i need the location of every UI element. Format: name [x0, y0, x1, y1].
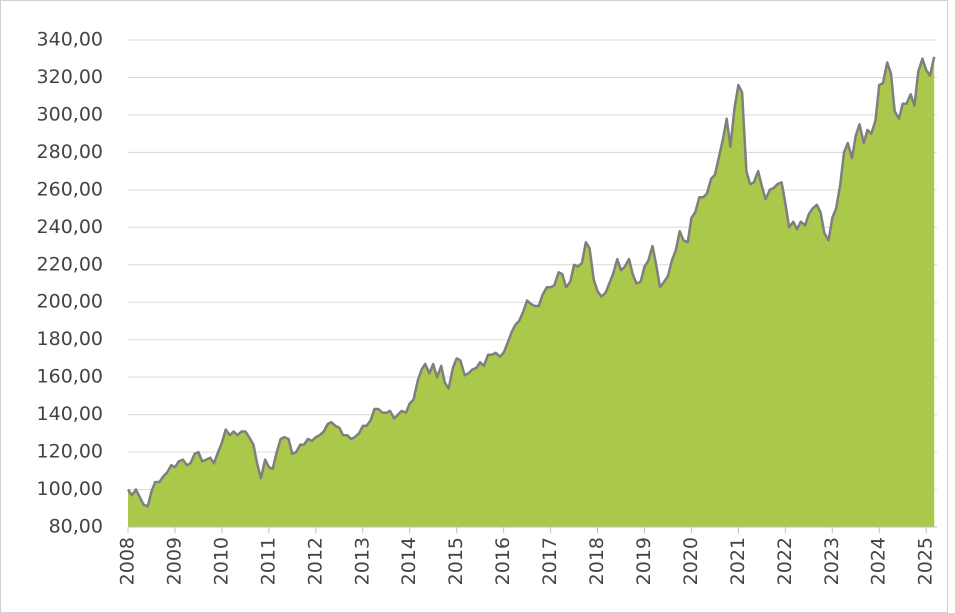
x-tick-label: 2014	[398, 537, 420, 585]
y-tick-label: 280,00	[37, 141, 103, 163]
x-tick-label: 2020	[680, 537, 702, 585]
x-tick-label: 2011	[257, 537, 279, 585]
y-tick-label: 100,00	[37, 478, 103, 500]
y-tick-label: 240,00	[37, 216, 103, 238]
y-tick-label: 80,00	[49, 516, 103, 538]
x-tick-label: 2012	[304, 537, 326, 585]
x-tick-label: 2022	[774, 537, 796, 585]
y-tick-label: 220,00	[37, 253, 103, 275]
x-tick-label: 2016	[492, 537, 514, 585]
y-tick-label: 260,00	[37, 178, 103, 200]
y-tick-label: 340,00	[37, 29, 103, 51]
area	[128, 56, 935, 528]
x-tick-label: 2015	[445, 537, 467, 585]
line	[126, 56, 936, 508]
x-tick-label: 2013	[351, 537, 373, 585]
x-tick-label: 2009	[163, 537, 185, 585]
y-tick-label: 300,00	[37, 103, 103, 125]
y-tick-label: 140,00	[37, 403, 103, 425]
x-tick-label: 2025	[915, 537, 937, 585]
y-tick-label: 160,00	[37, 366, 103, 388]
y-tick-label: 180,00	[37, 328, 103, 350]
x-tick-label: 2023	[821, 537, 843, 585]
x-tick-label: 2010	[210, 537, 232, 585]
y-tick-label: 200,00	[37, 291, 103, 313]
x-tick-label: 2024	[868, 537, 890, 585]
x-tick-label: 2021	[727, 537, 749, 585]
x-tick-label: 2017	[539, 537, 561, 585]
x-tick-label: 2018	[586, 537, 608, 585]
x-tick-label: 2008	[117, 537, 139, 585]
y-tick-label: 320,00	[37, 66, 103, 88]
x-tick-label: 2019	[633, 537, 655, 585]
y-tick-label: 120,00	[37, 441, 103, 463]
